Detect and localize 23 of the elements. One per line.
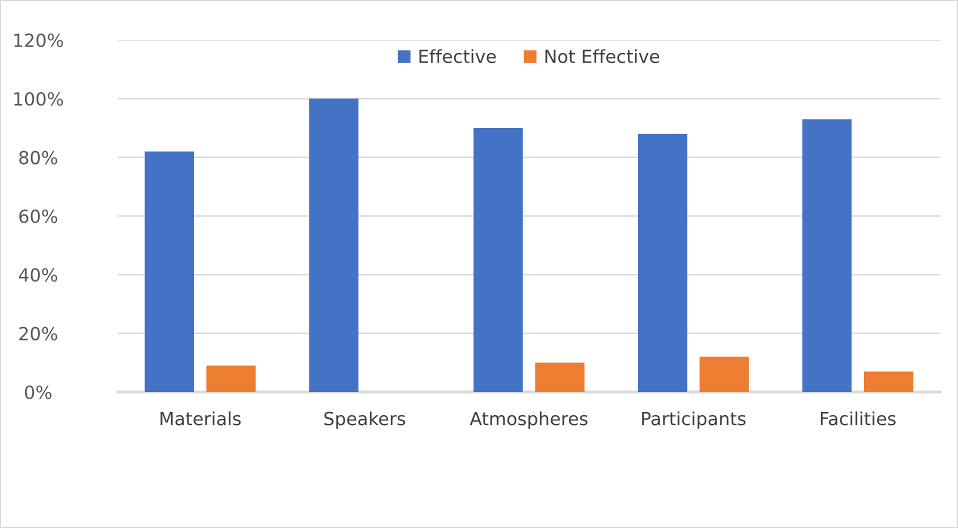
bar <box>638 134 688 392</box>
bar <box>802 119 852 392</box>
bar <box>474 128 523 392</box>
bar <box>206 366 256 392</box>
y-tick-label: 60% <box>19 209 58 224</box>
legend-label: Not Effective <box>545 49 660 64</box>
x-tick-label: Materials <box>160 411 241 426</box>
y-tick-label: 80% <box>19 150 58 164</box>
y-tick-label: 120% <box>14 33 63 48</box>
y-tick-label: 20% <box>19 326 58 340</box>
x-tick-label: Speakers <box>324 411 406 429</box>
y-tick-label: 100% <box>14 92 63 106</box>
bar <box>144 151 194 392</box>
bar <box>309 98 358 392</box>
y-tick-label: 0% <box>24 385 52 400</box>
x-tick-label: Participants <box>642 411 746 429</box>
x-tick-label: Atmospheres <box>470 411 588 429</box>
bar <box>864 371 914 392</box>
bar <box>535 362 584 392</box>
legend-label: Effective <box>419 49 496 64</box>
y-tick-label: 40% <box>18 268 58 282</box>
bar <box>700 356 749 392</box>
x-tick-label: Facilities <box>820 411 896 426</box>
